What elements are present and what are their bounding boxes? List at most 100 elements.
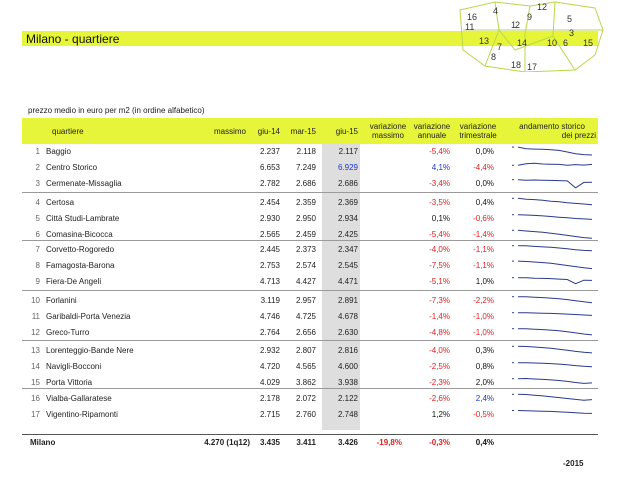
map-label-5: 5	[567, 14, 572, 24]
row-giu14: 2.930	[259, 214, 280, 223]
row-number: 11	[31, 312, 40, 321]
total-mar15: 3.411	[296, 438, 316, 447]
row-giu14: 2.445	[259, 245, 280, 254]
sparkline-path	[517, 277, 593, 285]
sparkline-path	[517, 410, 593, 414]
row-quartiere: Centro Storico	[46, 163, 98, 172]
row-giu14: 4.713	[259, 277, 280, 286]
row-number: 17	[31, 410, 40, 419]
row-giu14: 2.932	[259, 346, 280, 355]
table-subtitle: prezzo medio in euro per m2 (in ordine a…	[28, 106, 205, 115]
total-giu14: 3.435	[259, 438, 280, 447]
row-quartiere: Forlanini	[46, 296, 77, 305]
row-giu15: 2.686	[337, 179, 358, 188]
row-var-trimestrale: -0,6%	[473, 214, 494, 223]
row-var-annuale: -4,8%	[429, 328, 450, 337]
map-label-11: 11	[465, 22, 474, 32]
row-var-annuale: 0,1%	[431, 214, 450, 223]
row-sparkline	[512, 362, 593, 368]
row-giu15: 2.122	[337, 394, 358, 403]
row-sparkline	[512, 179, 593, 189]
row-quartiere: Navigli-Bocconi	[46, 362, 102, 371]
row-number: 7	[35, 245, 40, 254]
sparkline-path	[517, 214, 593, 220]
table-row: 1 Baggio 2.237 2.118 2.117 -5,4% 0,0%	[22, 144, 598, 160]
row-var-annuale: 4,1%	[431, 163, 450, 172]
map-label-18: 18	[511, 60, 521, 70]
row-sparkline	[512, 197, 593, 206]
sparkline-path	[517, 377, 593, 384]
sparkline-path	[517, 179, 593, 189]
row-giu14: 2.454	[259, 198, 280, 207]
row-var-trimestrale: 2,4%	[475, 394, 494, 403]
row-quartiere: Città Studi-Lambrate	[46, 214, 120, 223]
row-var-annuale: -4,0%	[429, 245, 450, 254]
row-var-trimestrale: 0,8%	[475, 362, 494, 371]
row-var-trimestrale: -2,2%	[473, 296, 494, 305]
row-quartiere: Vigentino-Ripamonti	[46, 410, 118, 419]
table-row: 9 Fiera-De Angeli 4.713 4.427 4.471 -5,1% 1,0%	[22, 274, 598, 290]
sparkline-path	[517, 296, 593, 304]
map-label-2: 2	[515, 20, 520, 30]
row-sparkline	[512, 146, 593, 156]
row-mar15: 3.862	[295, 378, 316, 387]
row-sparkline	[512, 312, 593, 316]
row-sparkline	[512, 277, 593, 285]
row-giu15: 2.425	[337, 230, 358, 239]
row-giu14: 4.029	[259, 378, 280, 387]
table-row: 2 Centro Storico 6.653 7.249 6.929 4,1% -4,4%	[22, 160, 598, 176]
row-number: 3	[35, 179, 40, 188]
map-label-17: 17	[527, 62, 537, 72]
row-mar15: 2.760	[295, 410, 316, 419]
table-header: quartiere massimo giu-14 mar-15 giu-15 v…	[22, 118, 598, 144]
table-row: 6 Comasina-Bicocca 2.565 2.459 2.425 -5,4% -1,…	[22, 227, 598, 243]
row-giu15: 2.630	[337, 328, 358, 337]
total-var-trimestrale: 0,4%	[475, 438, 494, 447]
row-var-trimestrale: -1,4%	[473, 230, 494, 239]
group-separator	[22, 340, 598, 341]
row-giu15: 6.929	[337, 163, 358, 172]
row-quartiere: Greco-Turro	[46, 328, 90, 337]
map-label-14: 14	[517, 38, 527, 48]
row-giu14: 2.237	[259, 147, 280, 156]
group-separator	[22, 240, 598, 241]
row-giu14: 2.565	[259, 230, 280, 239]
row-var-annuale: -2,5%	[429, 362, 450, 371]
row-giu14: 6.653	[259, 163, 280, 172]
total-giu15: 3.426	[337, 438, 358, 447]
row-giu14: 2.764	[259, 328, 280, 337]
row-number: 5	[35, 214, 40, 223]
row-number: 16	[31, 394, 40, 403]
row-var-trimestrale: 0,3%	[475, 346, 494, 355]
sparkline-path	[517, 312, 593, 316]
row-giu15: 3.938	[337, 378, 358, 387]
sparkline-path	[517, 345, 593, 354]
row-quartiere: Cermenate-Missaglia	[46, 179, 122, 188]
row-giu15: 2.891	[337, 296, 358, 305]
total-var-annuale: -0,3%	[429, 438, 450, 447]
map-label-8: 8	[491, 52, 496, 62]
row-var-annuale: -5,4%	[429, 147, 450, 156]
row-var-annuale: -5,4%	[429, 230, 450, 239]
table-row: 14 Navigli-Bocconi 4.720 4.565 4.600 -2,5% 0,8…	[22, 359, 598, 375]
sparkline-path	[517, 328, 593, 336]
row-var-annuale: -2,6%	[429, 394, 450, 403]
row-mar15: 2.686	[295, 179, 316, 188]
header-giu14: giu-14	[257, 127, 280, 136]
row-var-trimestrale: 0,0%	[475, 179, 494, 188]
row-mar15: 2.807	[295, 346, 316, 355]
row-giu15: 4.600	[337, 362, 358, 371]
row-giu14: 2.782	[259, 179, 280, 188]
row-var-trimestrale: -1,1%	[473, 245, 494, 254]
row-var-trimestrale: -4,4%	[473, 163, 494, 172]
page-title: Milano - quartiere	[26, 32, 120, 46]
footer-year: -2015	[563, 459, 584, 468]
row-quartiere: Vialba-Gallaratese	[46, 394, 112, 403]
header-var-annuale: variazione annuale	[413, 122, 451, 140]
table-row: 16 Vialba-Gallaratese 2.178 2.072 2.122 -2,6%…	[22, 391, 598, 407]
row-mar15: 2.359	[295, 198, 316, 207]
row-giu14: 4.720	[259, 362, 280, 371]
table-row: 10 Forlanini 3.119 2.957 2.891 -7,3% -2,2%	[22, 293, 598, 309]
row-giu14: 4.746	[259, 312, 280, 321]
row-number: 12	[31, 328, 40, 337]
